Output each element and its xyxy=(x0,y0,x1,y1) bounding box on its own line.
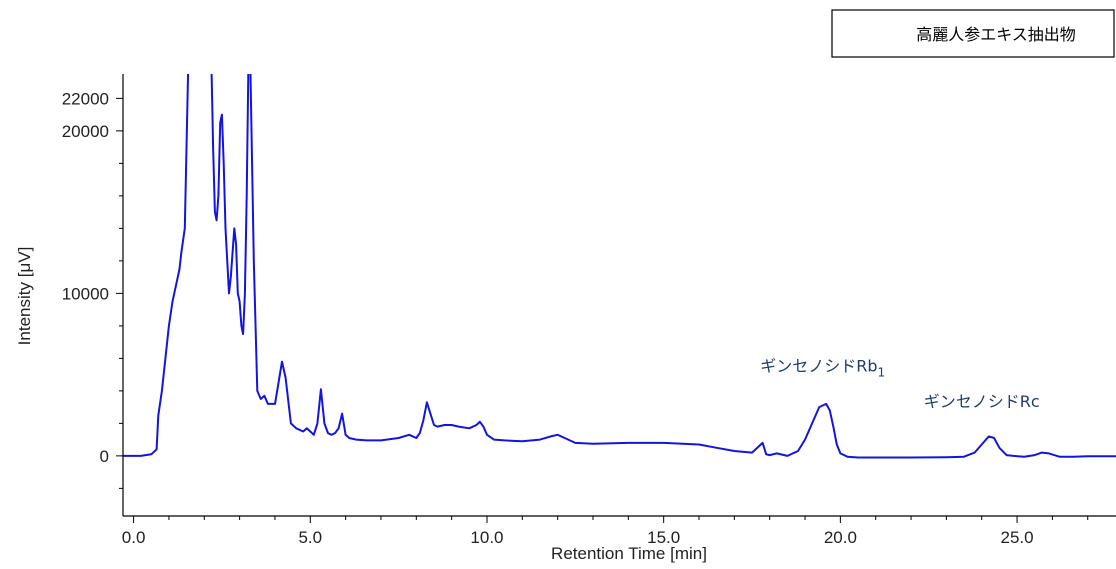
y-tick-label: 22000 xyxy=(62,89,109,108)
peak-label: ギンセノシドRc xyxy=(924,392,1040,411)
x-axis-ticks: 0.0 5.0 10.0 15.0 20.0 25.0 xyxy=(122,516,1089,547)
x-tick-label: 25.0 xyxy=(1001,528,1034,547)
legend-frame xyxy=(831,9,1115,58)
legend-text: 高麗人参エキス抽出物 xyxy=(916,25,1076,44)
x-tick-label: 5.0 xyxy=(298,528,322,547)
x-axis-title: Retention Time [min] xyxy=(551,544,707,563)
series-line-0 xyxy=(123,74,1116,459)
x-tick-label: 20.0 xyxy=(824,528,857,547)
y-axis-title: Intensity [μV] xyxy=(15,247,34,346)
x-tick-label: 10.0 xyxy=(470,528,503,547)
peak-annotations: ギンセノシドRb1 ギンセノシドRc xyxy=(760,356,1039,411)
x-tick-label: 0.0 xyxy=(122,528,146,547)
y-tick-label: 20000 xyxy=(62,122,109,141)
y-axis-ticks: 0 10000 20000 22000 xyxy=(62,89,123,489)
peak-label: ギンセノシドRb1 xyxy=(760,356,885,379)
legend-box: 高麗人参エキス抽出物 xyxy=(831,9,1115,58)
y-tick-label: 10000 xyxy=(62,284,109,303)
plot-area xyxy=(123,74,1116,459)
x-tick-label: 15.0 xyxy=(647,528,680,547)
y-tick-label: 0 xyxy=(100,447,109,466)
